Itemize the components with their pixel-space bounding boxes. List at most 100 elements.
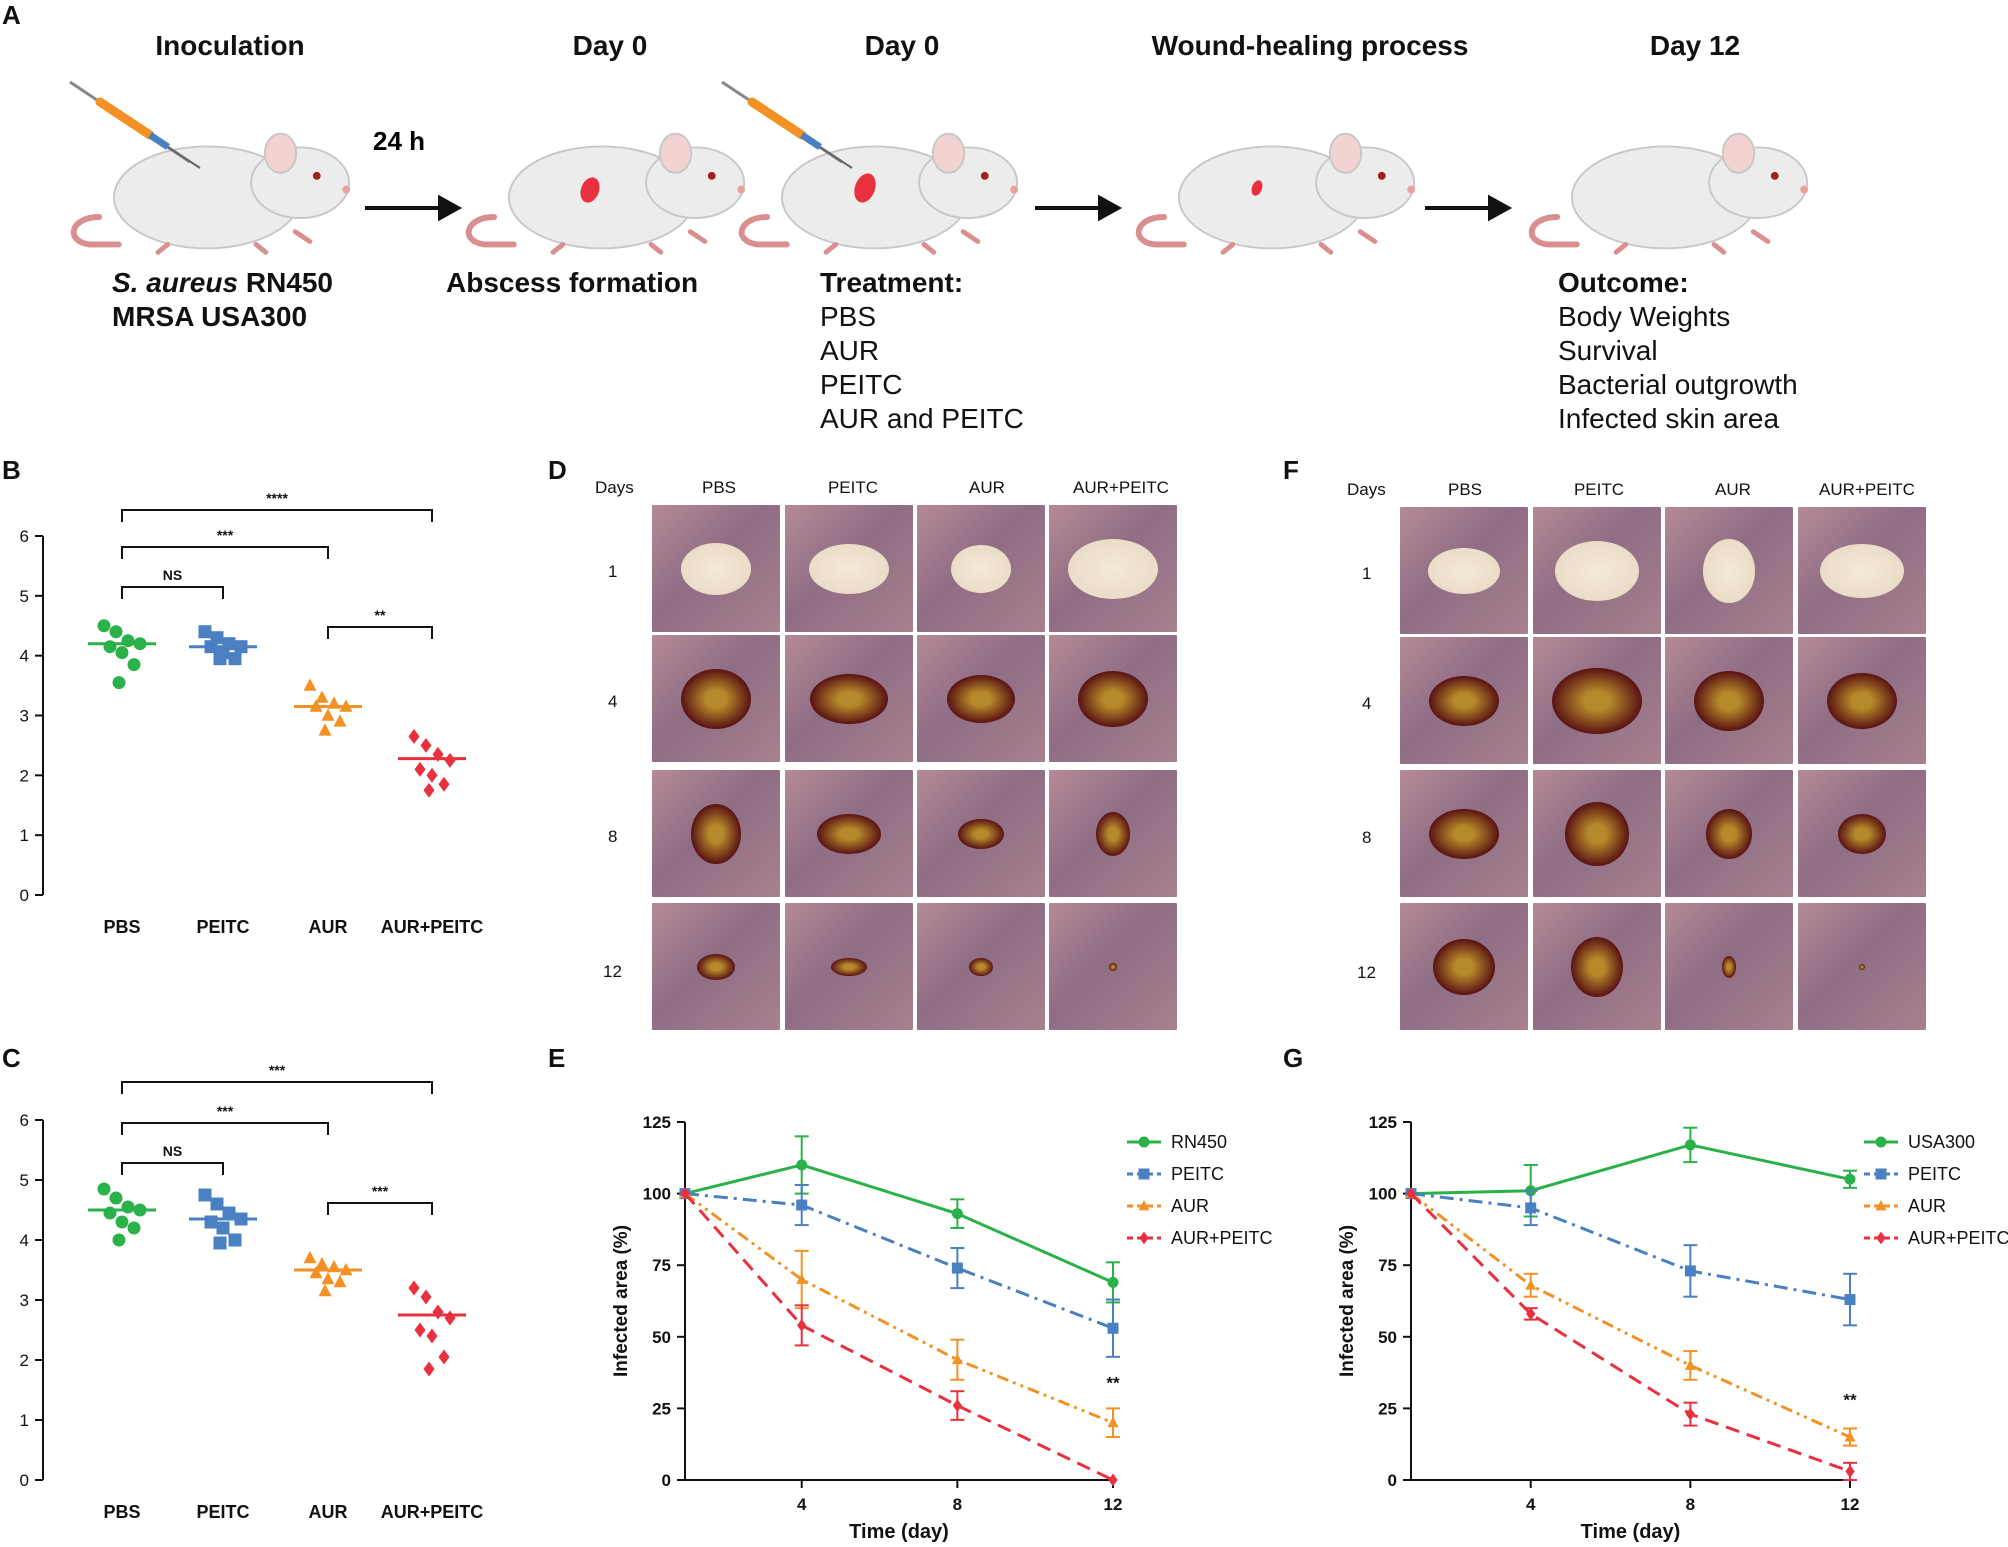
data-point: [952, 1399, 963, 1412]
wound-photo: [1049, 903, 1177, 1030]
y-tick-label: 0: [1388, 1471, 1397, 1490]
outcome-item: Infected skin area: [1558, 403, 1780, 434]
wound-photo: [1665, 507, 1793, 634]
x-tick-label: 12: [1104, 1495, 1123, 1514]
data-point: [109, 1191, 123, 1205]
data-point: [121, 634, 135, 648]
significance-bracket: [327, 1202, 433, 1215]
wound-photo: [1665, 903, 1793, 1030]
syringe-inoculation-icon: [70, 82, 200, 168]
wound-area: [681, 668, 751, 729]
y-tick-label: 1: [20, 826, 29, 845]
wound-area: [951, 544, 1011, 593]
y-tick-label: 4: [20, 647, 29, 666]
series-line: [1410, 1192, 1851, 1439]
significance-bracket: [121, 546, 329, 559]
data-point: [420, 737, 432, 753]
outcome-list: Outcome: Body Weights Survival Bacterial…: [1558, 266, 1798, 436]
wound-area: [1703, 538, 1755, 603]
data-point: [303, 1250, 317, 1264]
panel-letter-c: C: [2, 1043, 21, 1073]
y-tick-label: 6: [20, 527, 29, 546]
x-category-label: AUR+PEITC: [381, 917, 484, 937]
y-tick-label: 125: [643, 1113, 671, 1132]
significance-label: ****: [266, 490, 288, 506]
legend-marker: [1139, 1231, 1149, 1245]
wound-area: [1565, 801, 1629, 866]
mouse-illustrations: [0, 60, 2008, 260]
y-tick-label: 2: [20, 766, 29, 785]
wound-area: [1428, 547, 1500, 594]
x-category-label: AUR+PEITC: [381, 1502, 484, 1522]
significance-bracket: [121, 1081, 433, 1094]
row-label: 12: [1357, 963, 1376, 982]
wound-photo: [917, 770, 1045, 897]
data-point: [321, 1271, 335, 1285]
legend-marker: [1875, 1199, 1887, 1211]
row-label: 4: [1362, 694, 1372, 713]
wound-photo: [785, 903, 913, 1030]
wound-area: [969, 957, 993, 976]
data-point: [228, 652, 242, 666]
series-line: [683, 1192, 1114, 1482]
panel-letter-b: B: [2, 455, 21, 485]
wound-photo: [1400, 770, 1528, 897]
wound-area: [947, 674, 1015, 723]
data-point: [423, 1361, 435, 1377]
legend-marker: [1138, 1199, 1150, 1211]
data-point: [1406, 1187, 1416, 1200]
mouse-inoculation: [74, 134, 350, 253]
chart-c-cfu-usa300: 0 1 2 3 4 5 6 Log10 CFU/Mouse PBS PEITC AUR AUR+PEI…: [0, 1062, 484, 1522]
photo-grid-d: Days PBS PEITC AUR AUR+PEITC 1 4 8 12: [590, 470, 1180, 1035]
data-point: [121, 1200, 135, 1214]
data-point: [426, 767, 438, 783]
data-point: [1684, 1359, 1696, 1370]
data-point: [1844, 1294, 1856, 1306]
chart-g-infected-area-usa300: 0 25 50 75 100 125 4 8 12 Time (day) Infected area…: [1338, 1113, 2008, 1543]
row-label: 8: [608, 827, 618, 846]
y-axis-label: Infected area (%): [1338, 1225, 1358, 1377]
chart-b-cfu-rn450: 0 1 2 3 4 5 6 Log10 CFU/Mouse PBS PEITC AUR AUR+PEI…: [0, 490, 484, 937]
y-tick-label: 5: [20, 1171, 29, 1190]
column-label: PBS: [1447, 480, 1483, 499]
panel-letter-d: D: [548, 455, 567, 485]
wound-area: [691, 803, 741, 864]
column-label: PEITC: [827, 478, 879, 497]
days-label: Days: [595, 478, 634, 497]
y-tick-label: 25: [652, 1399, 671, 1418]
wound-photo: [917, 903, 1045, 1030]
wound-area: [1694, 670, 1764, 731]
data-point: [1684, 1265, 1696, 1277]
y-tick-label: 125: [1369, 1113, 1397, 1132]
wound-photo: [1049, 770, 1177, 897]
wound-photo: [1400, 507, 1528, 634]
x-tick-label: 8: [1686, 1495, 1695, 1514]
y-tick-label: 3: [20, 1291, 29, 1310]
data-point: [444, 1310, 456, 1326]
series-line: [684, 1163, 1114, 1284]
wound-area: [1078, 670, 1148, 727]
wound-photo: [1533, 507, 1661, 634]
wound-photo: [1533, 903, 1661, 1030]
x-category-label: AUR: [309, 917, 348, 937]
data-point: [1525, 1279, 1537, 1290]
legend-label: PEITC: [1171, 1164, 1224, 1184]
stage-title-wound-healing: Wound-healing process: [1151, 30, 1469, 61]
x-tick-label: 4: [797, 1495, 807, 1514]
legend-label: RN450: [1171, 1132, 1227, 1152]
data-point: [97, 1182, 111, 1196]
legend-marker: [1138, 1168, 1150, 1180]
y-tick-label: 4: [20, 1231, 29, 1250]
data-point: [204, 1215, 218, 1229]
abscess-mark-treatment: [854, 173, 876, 203]
x-axis-label: Time (day): [849, 1521, 949, 1543]
y-tick-label: 5: [20, 587, 29, 606]
row-label: 12: [603, 962, 622, 981]
wound-area: [1552, 667, 1642, 734]
significance-label: ***: [372, 1183, 389, 1199]
mouse-outcome: [1532, 134, 1808, 253]
significance-label: ***: [217, 1103, 234, 1119]
stage-title-day0-treatment: Day 0: [864, 30, 940, 61]
data-point: [112, 1233, 126, 1247]
data-point: [127, 1221, 141, 1235]
